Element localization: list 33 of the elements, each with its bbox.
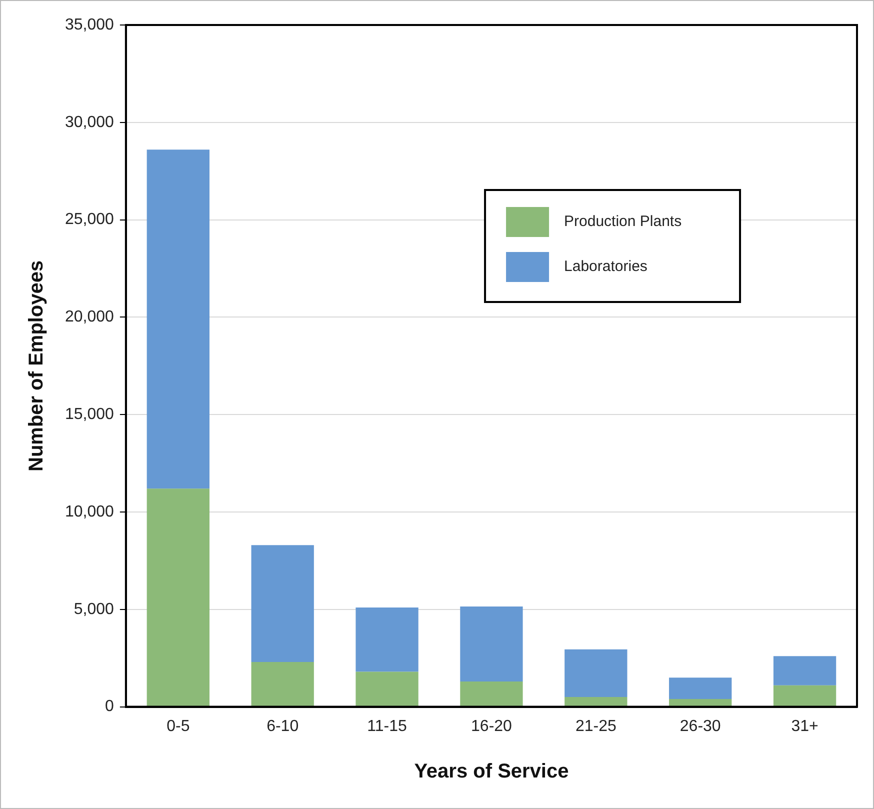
bar <box>773 656 836 686</box>
legend-label: Production Plants <box>564 213 682 230</box>
bar <box>251 545 314 662</box>
bar <box>669 699 732 706</box>
y-tick-label: 30,000 <box>65 114 114 131</box>
x-tick-label: 21-25 <box>575 718 616 735</box>
x-tick-label: 26-30 <box>680 718 721 735</box>
y-tick-label: 35,000 <box>65 16 114 34</box>
y-tick-label: 5,000 <box>74 600 114 618</box>
x-tick-label: 6-10 <box>266 718 299 735</box>
bar <box>669 678 732 700</box>
bar <box>460 681 523 706</box>
bar <box>460 606 523 682</box>
bar <box>356 672 418 706</box>
x-tick-label: 16-20 <box>471 718 512 735</box>
bar <box>773 685 836 706</box>
x-tick-label: 31+ <box>791 718 818 735</box>
bar <box>564 697 628 706</box>
x-tick-label: 11-15 <box>367 718 407 735</box>
x-tick-label: 0-5 <box>166 718 190 735</box>
bar <box>356 607 418 672</box>
y-axis-title: Number of Employees <box>26 260 48 472</box>
y-tick-label: 0 <box>105 698 114 716</box>
bar <box>564 649 628 698</box>
y-tick-label: 25,000 <box>65 211 114 228</box>
y-tick-label: 15,000 <box>65 406 114 424</box>
y-tick-label: 20,000 <box>65 308 114 326</box>
y-tick-label: 10,000 <box>65 503 114 520</box>
x-axis-title: Years of Service <box>414 760 569 783</box>
bar <box>251 662 314 706</box>
bar <box>146 488 210 706</box>
bar <box>146 150 210 489</box>
legend-label: Laboratories <box>564 258 648 276</box>
